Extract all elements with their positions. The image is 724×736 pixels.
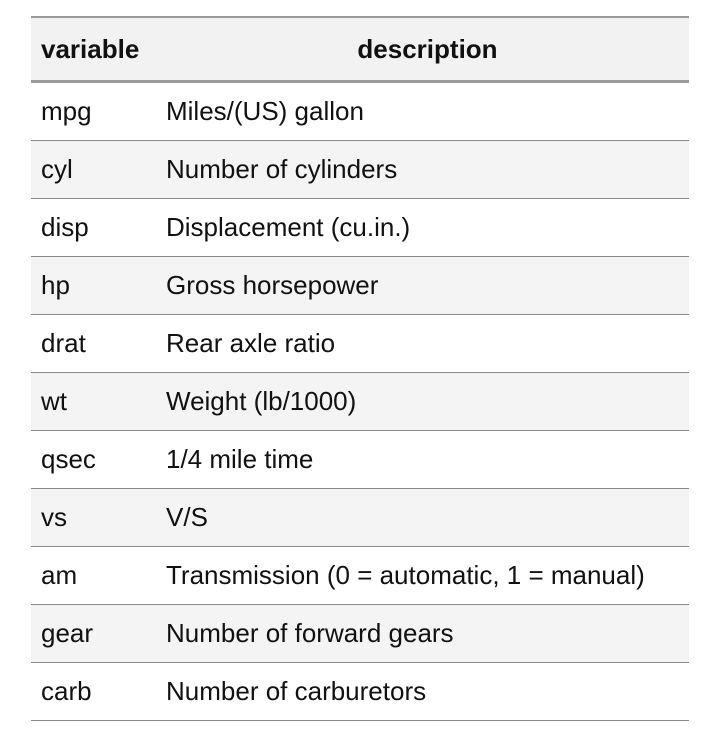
column-header-description: description (166, 16, 689, 83)
description-cell: Rear axle ratio (166, 314, 689, 373)
description-cell: Miles/(US) gallon (166, 81, 689, 141)
table-row: carb Number of carburetors (31, 662, 689, 721)
table-row: wt Weight (lb/1000) (31, 372, 689, 431)
table-row: qsec 1/4 mile time (31, 430, 689, 489)
variable-table-container: variable description mpg Miles/(US) gall… (31, 16, 689, 721)
table-row: drat Rear axle ratio (31, 314, 689, 373)
table-row: am Transmission (0 = automatic, 1 = manu… (31, 546, 689, 605)
column-header-variable: variable (31, 16, 166, 83)
description-cell: 1/4 mile time (166, 430, 689, 489)
description-cell: V/S (166, 488, 689, 547)
table-row: hp Gross horsepower (31, 256, 689, 315)
description-cell: Number of carburetors (166, 662, 689, 721)
variable-cell: carb (31, 662, 166, 721)
table-row: cyl Number of cylinders (31, 140, 689, 199)
variable-cell: mpg (31, 81, 166, 141)
table-row: vs V/S (31, 488, 689, 547)
variable-cell: wt (31, 372, 166, 431)
description-cell: Displacement (cu.in.) (166, 198, 689, 257)
header-row: variable description (31, 16, 689, 83)
description-cell: Transmission (0 = automatic, 1 = manual) (166, 546, 689, 605)
variable-cell: disp (31, 198, 166, 257)
table-row: gear Number of forward gears (31, 604, 689, 663)
variable-cell: drat (31, 314, 166, 373)
description-cell: Gross horsepower (166, 256, 689, 315)
variable-cell: qsec (31, 430, 166, 489)
table-row: mpg Miles/(US) gallon (31, 81, 689, 141)
variable-cell: cyl (31, 140, 166, 199)
description-cell: Number of cylinders (166, 140, 689, 199)
variable-table: variable description mpg Miles/(US) gall… (31, 16, 689, 721)
variable-cell: vs (31, 488, 166, 547)
table-body: mpg Miles/(US) gallon cyl Number of cyli… (31, 81, 689, 721)
description-cell: Number of forward gears (166, 604, 689, 663)
table-row: disp Displacement (cu.in.) (31, 198, 689, 257)
variable-cell: hp (31, 256, 166, 315)
description-cell: Weight (lb/1000) (166, 372, 689, 431)
variable-cell: am (31, 546, 166, 605)
variable-cell: gear (31, 604, 166, 663)
table-header: variable description (31, 16, 689, 83)
